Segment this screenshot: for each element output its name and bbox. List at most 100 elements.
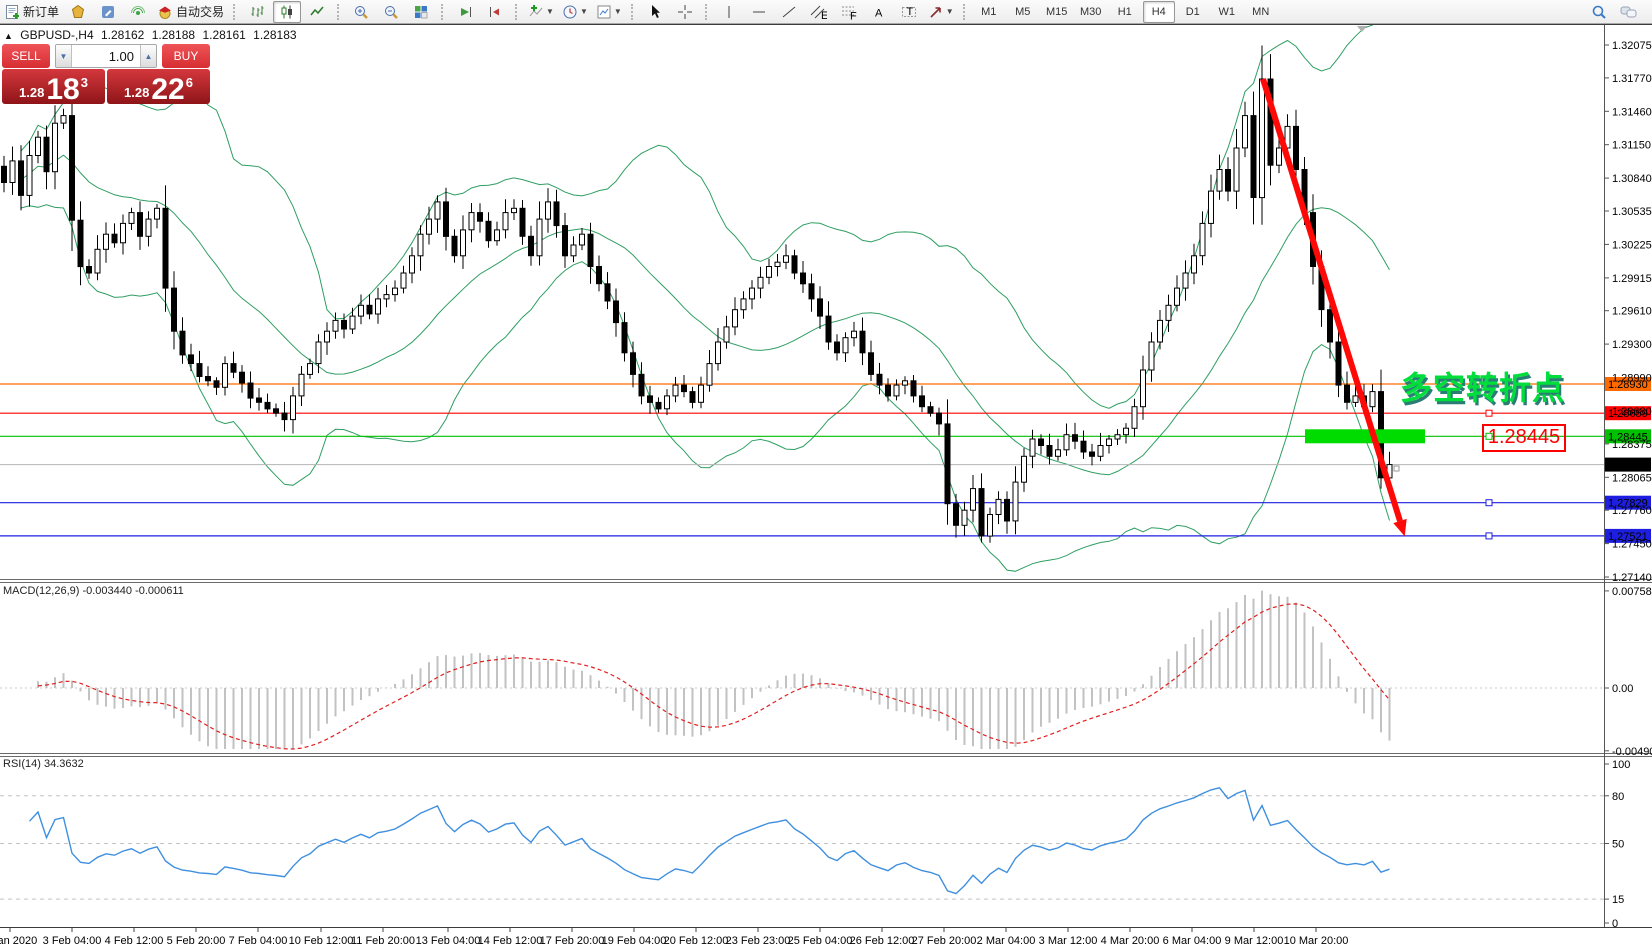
signals-icon	[130, 4, 146, 20]
chat-button[interactable]	[1615, 1, 1643, 23]
rsi-line	[28, 787, 1390, 895]
macd-axis-label: -0.004906	[1612, 746, 1652, 758]
timeframe-M1[interactable]: M1	[981, 5, 997, 18]
price-tick-label: 1.28065	[1612, 472, 1652, 484]
macd-histogram	[37, 590, 1391, 749]
horizontal-line-button[interactable]	[745, 1, 773, 23]
time-axis[interactable]	[9, 928, 1317, 932]
new-order-label: 新订单	[23, 5, 60, 19]
chart-window: 1.32075 1.31770 1.31460 1.31150 1.30840 1.305…	[0, 24, 1652, 952]
time-tick-label: 11 Feb 20:00	[351, 935, 415, 947]
rsi-axis-label: 50	[1612, 839, 1624, 851]
timeframe-M15[interactable]: M15	[1046, 5, 1068, 18]
price-tick-label: 1.27450	[1612, 539, 1652, 551]
time-tick-label: 25 Feb 04:00	[788, 935, 853, 947]
crosshair-button[interactable]	[671, 1, 699, 23]
text-label-icon: T	[901, 4, 917, 20]
search-icon	[1591, 4, 1607, 20]
trend-arrow[interactable]	[1260, 78, 1403, 522]
buy-price-box[interactable]: 1.28 22 6	[107, 69, 210, 105]
time-tick-label: 20 Feb 12:00	[664, 935, 729, 947]
level-axis-badge	[1605, 495, 1651, 510]
level-anchor	[1485, 409, 1493, 417]
dropdown-arrow-icon: ▼	[613, 7, 622, 16]
zoom-in-icon	[353, 4, 369, 20]
zoom-in-button[interactable]	[347, 1, 375, 23]
timeframe-H4[interactable]: H4	[1142, 0, 1175, 23]
vertical-line-button[interactable]	[715, 1, 743, 23]
metaeditor-icon	[100, 4, 116, 20]
candlestick-chart-icon	[279, 4, 295, 20]
price-tick-label: 1.31150	[1612, 140, 1651, 152]
time-tick-label: 9 Mar 12:00	[1225, 935, 1284, 947]
bar-chart-icon	[249, 4, 265, 20]
chart-canvas[interactable]: 1.32075 1.31770 1.31460 1.31150 1.30840 1.305…	[0, 25, 1652, 952]
time-tick-label: 26 Feb 12:00	[850, 935, 915, 947]
timeframe-group: M1 M5 M15 M30 H1 H4 D1 W1 MN	[972, 0, 1278, 23]
time-tick-label: 10 Mar 20:00	[1284, 935, 1349, 947]
new-order-button[interactable]: 新订单	[1, 1, 62, 23]
templates-button[interactable]: ▼	[593, 1, 625, 23]
timeframe-D1[interactable]: D1	[1185, 5, 1200, 18]
time-tick-label: 23 Feb 23:00	[726, 935, 791, 947]
price-tick-label: 1.28680	[1612, 406, 1652, 418]
price-callout-box[interactable]: 1.28445	[1482, 424, 1566, 452]
fibonacci-button[interactable]: F	[835, 1, 863, 23]
trendline-button[interactable]	[775, 1, 803, 23]
sell-price-sup: 3	[80, 75, 88, 90]
volume-increase-button[interactable]: ▲	[140, 45, 156, 67]
channel-button[interactable]: E	[805, 1, 833, 23]
indicators-button[interactable]: ▼	[525, 1, 557, 23]
green-zone-rect[interactable]	[1305, 429, 1425, 444]
level-axis-badge	[1605, 528, 1651, 543]
dropdown-arrow-icon: ▼	[945, 7, 954, 16]
zoom-out-button[interactable]	[377, 1, 405, 23]
auto-scroll-button[interactable]	[451, 1, 479, 23]
candlestick-chart-button[interactable]	[273, 0, 302, 23]
text-button[interactable]: A	[865, 1, 893, 23]
sell-price-box[interactable]: 1.28 18 3	[2, 69, 105, 105]
panel-expander-icon[interactable]: ▲	[4, 31, 13, 41]
time-tick-label: 0 Jan 2020	[0, 935, 37, 947]
chart-shift-button[interactable]	[481, 1, 509, 23]
indicators-icon	[528, 4, 544, 20]
timeframe-M30[interactable]: M30	[1080, 5, 1102, 18]
timeframe-H1[interactable]: H1	[1117, 5, 1132, 18]
sell-button[interactable]: SELL	[2, 44, 50, 68]
auto-trading-button[interactable]: 自动交易	[154, 1, 227, 23]
timeframe-MN[interactable]: MN	[1252, 5, 1270, 18]
signals-button[interactable]	[124, 1, 152, 23]
arrows-button[interactable]: ▼	[925, 1, 957, 23]
search-button[interactable]	[1585, 1, 1613, 23]
cursor-icon	[647, 4, 663, 20]
time-tick-label: 19 Feb 04:00	[602, 935, 667, 947]
timeframe-M5[interactable]: M5	[1015, 5, 1031, 18]
channel-icon: E	[810, 4, 827, 20]
price-tick-label: 1.28990	[1612, 373, 1652, 385]
text-label-button[interactable]: T	[895, 1, 923, 23]
cursor-button[interactable]	[641, 1, 669, 23]
timeframe-W1[interactable]: W1	[1218, 5, 1235, 18]
turning-point-annotation[interactable]: 多空转折点	[1400, 370, 1566, 406]
volume-input[interactable]: 1.00	[108, 48, 134, 64]
periods-button[interactable]: ▼	[559, 1, 591, 23]
chart-shift-marker[interactable]	[1357, 26, 1367, 32]
time-tick-label: 4 Feb 12:00	[105, 935, 164, 947]
buy-button[interactable]: BUY	[162, 44, 210, 68]
time-tick-label: 7 Feb 04:00	[229, 935, 288, 947]
svg-text:A: A	[875, 7, 883, 19]
fibonacci-icon: F	[840, 4, 857, 20]
bollinger-middle	[20, 154, 1390, 476]
buy-price-small: 1.28	[124, 85, 150, 100]
time-tick-label: 27 Feb 20:00	[912, 935, 977, 947]
svg-text:F: F	[850, 10, 857, 20]
community-button[interactable]	[64, 1, 92, 23]
community-icon	[70, 4, 86, 20]
volume-decrease-button[interactable]: ▼	[56, 45, 72, 67]
price-tick-label: 1.29610	[1612, 306, 1652, 318]
dropdown-arrow-icon: ▼	[579, 7, 588, 16]
metaeditor-button[interactable]	[94, 1, 122, 23]
tile-windows-button[interactable]	[407, 1, 435, 23]
bar-chart-button[interactable]	[243, 1, 271, 23]
line-chart-button[interactable]	[303, 1, 331, 23]
